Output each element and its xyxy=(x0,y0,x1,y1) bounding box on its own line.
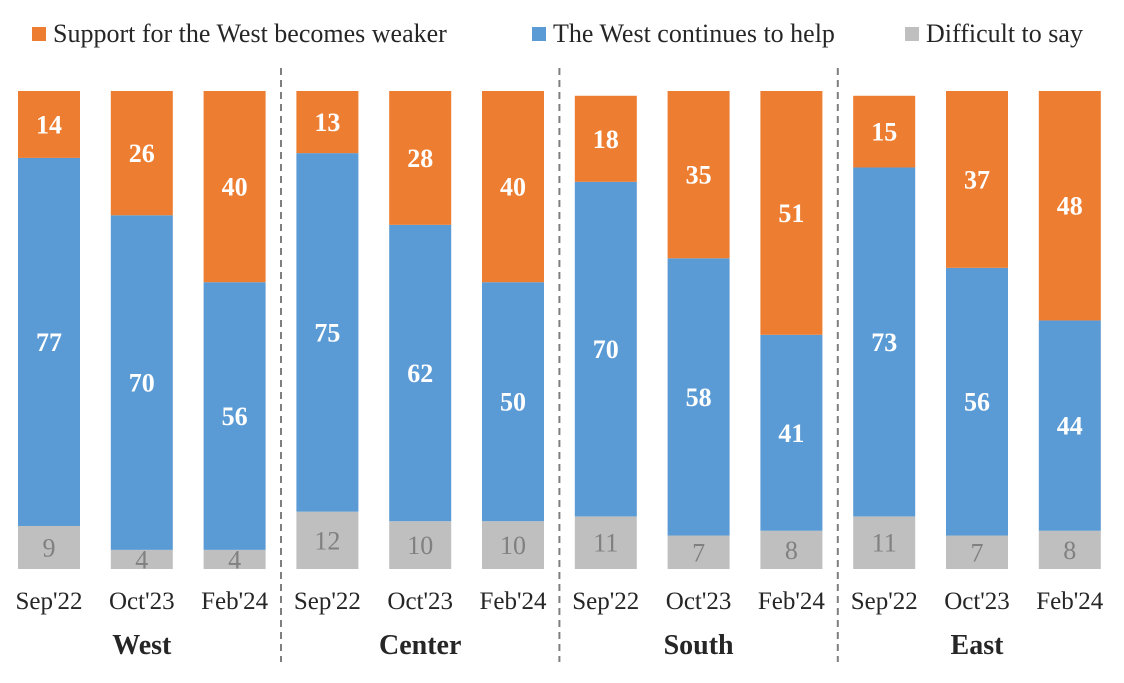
bar-continues-7 xyxy=(574,181,637,517)
bar-difficult-8 xyxy=(667,535,730,569)
data-label-continues-9: 41 xyxy=(778,419,804,448)
data-label-continues-7: 70 xyxy=(593,335,619,364)
x-tick-label-2: Oct'23 xyxy=(109,588,175,615)
bar-weaker-4 xyxy=(296,91,359,154)
data-label-continues-1: 77 xyxy=(36,328,62,357)
data-label-weaker-3: 40 xyxy=(222,173,248,202)
bar-difficult-6 xyxy=(482,521,544,569)
data-label-continues-2: 70 xyxy=(129,369,155,398)
bar-weaker-5 xyxy=(389,91,452,225)
data-label-continues-11: 56 xyxy=(964,388,990,417)
bar-weaker-7 xyxy=(574,95,637,182)
group-label-west: West xyxy=(112,630,172,661)
data-label-weaker-6: 40 xyxy=(500,173,526,202)
data-label-difficult-10: 11 xyxy=(872,529,897,558)
legend-item-weaker: Support for the West becomes weaker xyxy=(32,14,447,54)
bar-weaker-11 xyxy=(946,91,1008,268)
data-label-weaker-11: 37 xyxy=(964,165,990,194)
bar-continues-12 xyxy=(1038,320,1101,531)
group-label-center: Center xyxy=(379,630,461,661)
bar-weaker-2 xyxy=(110,91,173,216)
legend: Support for the West becomes weaker The … xyxy=(0,14,1124,54)
bar-weaker-10 xyxy=(853,95,916,168)
legend-swatch-weaker xyxy=(32,27,46,41)
data-label-continues-3: 56 xyxy=(222,402,248,431)
bar-weaker-9 xyxy=(760,91,823,335)
legend-label-continues: The West continues to help xyxy=(553,19,835,48)
bar-continues-5 xyxy=(389,224,452,522)
data-label-continues-12: 44 xyxy=(1057,412,1083,441)
bar-difficult-11 xyxy=(946,535,1008,569)
data-label-continues-8: 58 xyxy=(686,383,712,412)
x-tick-label-9: Feb'24 xyxy=(758,588,826,615)
bar-difficult-3 xyxy=(203,549,266,569)
data-label-difficult-1: 9 xyxy=(43,533,56,562)
bar-difficult-2 xyxy=(110,549,173,569)
bar-difficult-9 xyxy=(760,530,823,569)
legend-label-weaker: Support for the West becomes weaker xyxy=(53,19,447,48)
bar-continues-11 xyxy=(946,267,1008,536)
bar-weaker-6 xyxy=(482,91,544,283)
bar-difficult-10 xyxy=(853,516,916,569)
x-tick-label-5: Oct'23 xyxy=(387,588,453,615)
x-tick-label-12: Feb'24 xyxy=(1036,588,1104,615)
bar-weaker-1 xyxy=(18,91,80,158)
bar-difficult-7 xyxy=(574,516,637,569)
x-tick-label-3: Feb'24 xyxy=(201,588,269,615)
data-label-weaker-12: 48 xyxy=(1057,192,1083,221)
data-label-difficult-3: 4 xyxy=(228,545,241,574)
x-tick-label-7: Sep'22 xyxy=(572,588,639,615)
legend-item-continues: The West continues to help xyxy=(532,14,835,54)
bar-continues-1 xyxy=(18,157,80,526)
data-label-continues-10: 73 xyxy=(871,328,897,357)
legend-swatch-continues xyxy=(532,27,546,41)
data-label-weaker-1: 14 xyxy=(36,110,62,139)
legend-label-difficult: Difficult to say xyxy=(926,19,1083,48)
bar-weaker-12 xyxy=(1038,91,1101,321)
data-label-difficult-7: 11 xyxy=(593,529,618,558)
data-label-weaker-5: 28 xyxy=(407,144,433,173)
data-label-difficult-6: 10 xyxy=(500,531,526,560)
bar-continues-8 xyxy=(667,258,730,536)
x-tick-label-11: Oct'23 xyxy=(944,588,1010,615)
data-label-difficult-8: 7 xyxy=(692,538,705,567)
bar-continues-2 xyxy=(110,215,173,550)
bar-continues-3 xyxy=(203,282,266,550)
data-label-difficult-12: 8 xyxy=(1063,536,1076,565)
group-label-east: East xyxy=(951,630,1005,661)
data-label-difficult-2: 4 xyxy=(135,545,148,574)
data-label-weaker-8: 35 xyxy=(686,161,712,190)
data-label-continues-4: 75 xyxy=(314,318,340,347)
bar-continues-6 xyxy=(482,282,544,522)
bar-difficult-5 xyxy=(389,521,452,569)
bar-continues-4 xyxy=(296,153,359,512)
x-tick-label-4: Sep'22 xyxy=(294,588,361,615)
data-label-weaker-7: 18 xyxy=(593,125,619,154)
bar-weaker-8 xyxy=(667,91,730,259)
bar-weaker-3 xyxy=(203,91,266,283)
bar-continues-9 xyxy=(760,334,823,531)
group-label-south: South xyxy=(664,630,734,661)
data-label-difficult-9: 8 xyxy=(785,536,798,565)
data-label-difficult-11: 7 xyxy=(971,538,984,567)
bar-difficult-1 xyxy=(18,525,80,569)
data-label-weaker-9: 51 xyxy=(778,199,804,228)
data-label-continues-6: 50 xyxy=(500,388,526,417)
legend-swatch-difficult xyxy=(905,27,919,41)
x-tick-label-6: Feb'24 xyxy=(479,588,547,615)
data-label-continues-5: 62 xyxy=(407,359,433,388)
data-label-weaker-4: 13 xyxy=(314,108,340,137)
data-label-difficult-5: 10 xyxy=(407,531,433,560)
x-tick-label-8: Oct'23 xyxy=(666,588,732,615)
bar-difficult-12 xyxy=(1038,530,1101,569)
data-label-weaker-2: 26 xyxy=(129,139,155,168)
bar-continues-10 xyxy=(853,167,916,517)
data-label-weaker-10: 15 xyxy=(871,118,897,147)
legend-item-difficult: Difficult to say xyxy=(905,14,1083,54)
bar-difficult-4 xyxy=(296,511,359,569)
data-label-difficult-4: 12 xyxy=(314,526,340,555)
x-tick-label-10: Sep'22 xyxy=(851,588,918,615)
x-tick-label-1: Sep'22 xyxy=(15,588,82,615)
